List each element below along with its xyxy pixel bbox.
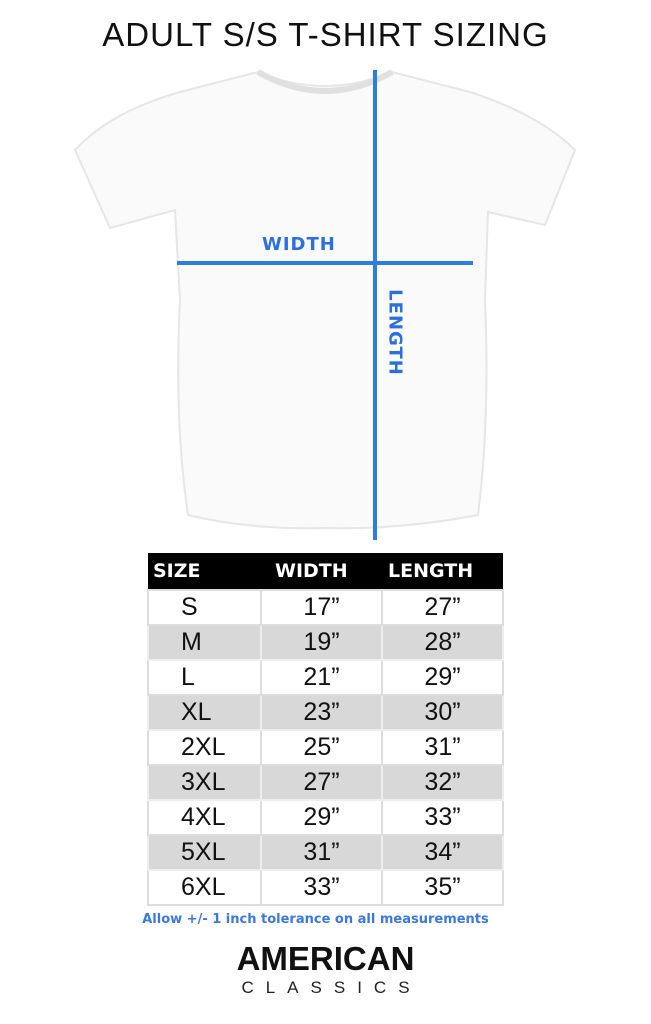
page-title: ADULT S/S T-SHIRT SIZING bbox=[102, 16, 549, 53]
table-row: M 19” 28” bbox=[147, 624, 504, 661]
table-row: 3XL 27” 32” bbox=[147, 764, 504, 801]
size-cell: S bbox=[147, 589, 262, 626]
length-measure-line bbox=[373, 70, 377, 540]
tshirt-illustration bbox=[73, 69, 577, 530]
width-label: WIDTH bbox=[262, 234, 336, 255]
width-cell: 25” bbox=[260, 729, 383, 766]
table-row: L 21” 29” bbox=[147, 659, 504, 696]
width-cell: 31” bbox=[260, 834, 383, 871]
width-cell: 33” bbox=[260, 869, 383, 906]
size-cell: 2XL bbox=[147, 729, 262, 766]
width-cell: 17” bbox=[260, 589, 383, 626]
size-cell: L bbox=[147, 659, 262, 696]
table-row: 4XL 29” 33” bbox=[147, 799, 504, 836]
header-width: WIDTH bbox=[261, 553, 382, 590]
size-cell: XL bbox=[147, 694, 262, 731]
length-cell: 30” bbox=[381, 694, 504, 731]
length-cell: 34” bbox=[381, 834, 504, 871]
table-row: XL 23” 30” bbox=[147, 694, 504, 731]
length-cell: 33” bbox=[381, 799, 504, 836]
size-cell: 5XL bbox=[147, 834, 262, 871]
width-cell: 27” bbox=[260, 764, 383, 801]
size-cell: M bbox=[147, 624, 262, 661]
logo-american: AMERICAN bbox=[236, 940, 415, 977]
table-row: 2XL 25” 31” bbox=[147, 729, 504, 766]
header-length: LENGTH bbox=[382, 553, 503, 590]
table-row: S 17” 27” bbox=[147, 589, 504, 626]
table-header: SIZE WIDTH LENGTH bbox=[148, 553, 503, 590]
table-row: 5XL 31” 34” bbox=[147, 834, 504, 871]
width-measure-line bbox=[177, 261, 473, 265]
length-cell: 31” bbox=[381, 729, 504, 766]
size-table: SIZE WIDTH LENGTH S 17” 27” M 19” 28” L 21” 29” X… bbox=[147, 553, 504, 906]
length-label: LENGTH bbox=[384, 289, 406, 376]
size-cell: 4XL bbox=[147, 799, 262, 836]
length-cell: 29” bbox=[381, 659, 504, 696]
width-cell: 23” bbox=[260, 694, 383, 731]
length-cell: 27” bbox=[381, 589, 504, 626]
logo-classics: CLASSICS bbox=[241, 978, 422, 997]
length-cell: 35” bbox=[381, 869, 504, 906]
table-row: 6XL 33” 35” bbox=[147, 869, 504, 906]
width-cell: 19” bbox=[260, 624, 383, 661]
width-cell: 21” bbox=[260, 659, 383, 696]
header-size: SIZE bbox=[148, 553, 261, 590]
size-cell: 6XL bbox=[147, 869, 262, 906]
size-cell: 3XL bbox=[147, 764, 262, 801]
length-cell: 32” bbox=[381, 764, 504, 801]
length-cell: 28” bbox=[381, 624, 504, 661]
width-cell: 29” bbox=[260, 799, 383, 836]
tolerance-note: Allow +/- 1 inch tolerance on all measur… bbox=[142, 912, 489, 927]
